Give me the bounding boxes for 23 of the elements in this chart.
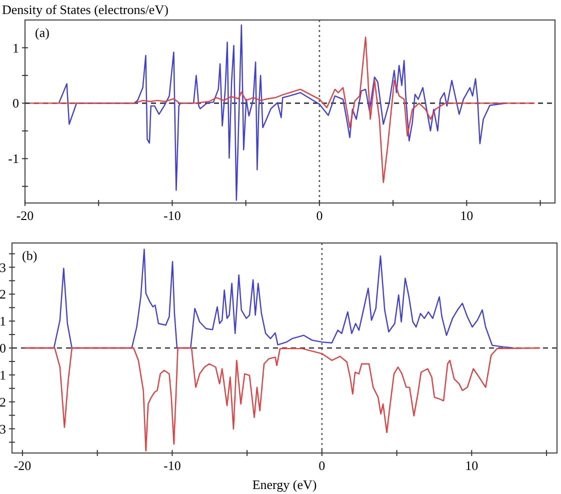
y-tick-label: 0 bbox=[12, 96, 19, 111]
x-tick-label: 0 bbox=[316, 208, 323, 223]
x-axis-title: Energy (eV) bbox=[252, 477, 317, 492]
y-tick-label: 1 bbox=[0, 314, 6, 329]
x-tick-label: -20 bbox=[16, 208, 34, 223]
y-tick-label: 2 bbox=[0, 394, 6, 410]
annotation: (b) bbox=[22, 248, 38, 263]
x-tick-label: -20 bbox=[14, 458, 32, 473]
line-series bbox=[23, 347, 541, 452]
y-tick-label: -1 bbox=[8, 151, 19, 166]
x-tick-label: 0 bbox=[318, 458, 326, 473]
y-tick-label: 1 bbox=[12, 40, 19, 56]
y-axis-title: Density of States (electrons/eV) bbox=[2, 2, 168, 17]
x-tick-label: 10 bbox=[460, 208, 474, 223]
y-tick-label: 3 bbox=[0, 260, 6, 275]
y-tick-label: 2 bbox=[0, 286, 6, 302]
annotation: (a) bbox=[35, 25, 50, 40]
x-tick-label: 10 bbox=[465, 458, 478, 473]
x-tick-label: -10 bbox=[164, 208, 181, 223]
y-tick-label: 0 bbox=[0, 340, 6, 356]
y-tick-label: 3 bbox=[0, 421, 6, 436]
y-tick-label: 1 bbox=[0, 367, 6, 382]
x-tick-label: -10 bbox=[164, 458, 181, 473]
